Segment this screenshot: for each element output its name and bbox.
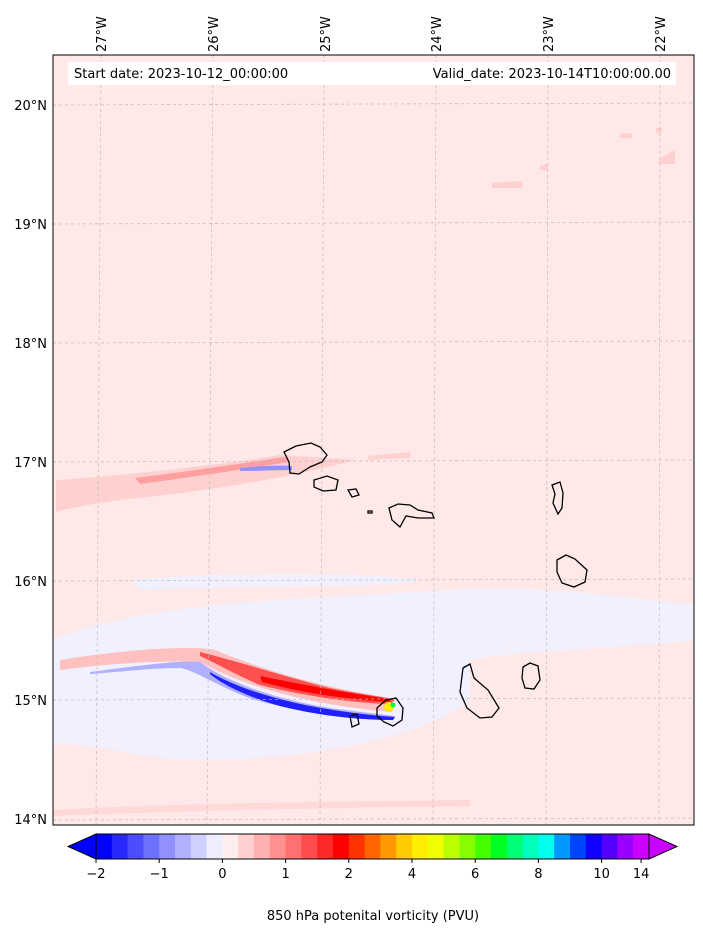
colorbar-cell (601, 834, 618, 859)
colorbar-cell (396, 834, 413, 859)
island-fogo (376, 697, 404, 727)
colorbar-cell (317, 834, 334, 859)
colorbar-tick-label: 2 (345, 867, 353, 882)
colorbar-cell (333, 834, 350, 859)
pv-streak (656, 128, 662, 133)
graticule (53, 55, 694, 825)
colorbar-cell (491, 834, 508, 859)
colorbar-min-extend (66, 833, 97, 860)
pv-positive-wake-north-core (135, 457, 290, 484)
pv-positive-wake-south-outer (60, 648, 392, 712)
lon-tick-label: 26°W (207, 16, 222, 52)
colorbar-tick-label: −2 (86, 867, 105, 882)
colorbar-cells (96, 834, 650, 859)
colorbar-cell (412, 834, 429, 859)
colorbar-cell (585, 834, 602, 859)
colorbar-cell (206, 834, 223, 859)
colorbar-cell (238, 834, 255, 859)
lat-tick-label: 18°N (14, 337, 47, 352)
island-santa-luzia (346, 488, 360, 498)
colorbar-title: 850 hPa potenital vorticity (PVU) (267, 909, 479, 924)
colorbar-cell (301, 834, 318, 859)
colorbar-cell (96, 834, 113, 859)
colorbar-frame (95, 833, 650, 860)
colorbar-cell (443, 834, 460, 859)
colorbar-cell (459, 834, 476, 859)
valid-date-label: Valid_date: 2023-10-14T10:00:00.00 (433, 67, 671, 82)
colorbar-tick-label: 8 (534, 867, 542, 882)
header-box (68, 62, 676, 85)
colorbar-cell (285, 834, 302, 859)
island-boa-vista (556, 554, 588, 588)
colorbar-cell (506, 834, 523, 859)
colorbar-tick-label: 14 (633, 867, 650, 882)
lon-tick-label: 23°W (542, 16, 557, 52)
colorbar-cell (159, 834, 176, 859)
lon-tick-label: 27°W (95, 16, 110, 52)
colorbar-cell (190, 834, 207, 859)
map-frame (52, 54, 695, 826)
pv-negative-wake-south-core (210, 672, 395, 720)
colorbar-cell (475, 834, 492, 859)
colorbar-tick-label: 0 (218, 867, 226, 882)
pv-streak (53, 800, 470, 816)
colorbar: −2 −1 0 1 2 4 6 8 10 14 850 hPa potenital vortici… (66, 833, 679, 924)
pv-weak-negative-band (130, 574, 420, 590)
colorbar-cell (175, 834, 192, 859)
lat-tick-label: 20°N (14, 99, 47, 114)
pv-positive-wake-south-max (260, 676, 390, 702)
pv-negative-wake-north (240, 465, 292, 471)
colorbar-cell (127, 834, 144, 859)
island-sao-vicente (313, 475, 339, 492)
lon-tick-label: 24°W (430, 16, 445, 52)
colorbar-tick-label: −1 (150, 867, 169, 882)
colorbar-cell (538, 834, 555, 859)
island-brava (349, 713, 360, 728)
island-sao-nicolau (388, 503, 435, 529)
pv-streak (492, 181, 522, 188)
colorbar-cell (269, 834, 286, 859)
colorbar-ticks: −2 −1 0 1 2 4 6 8 10 14 (86, 859, 649, 882)
colorbar-cell (570, 834, 587, 859)
colorbar-cell (554, 834, 571, 859)
colorbar-cell (111, 834, 128, 859)
colorbar-tick-label: 1 (281, 867, 289, 882)
island-maio (521, 662, 541, 690)
pv-streak (368, 452, 410, 460)
island-branco (367, 510, 373, 514)
start-date-label: Start date: 2023-10-12_00:00:00 (74, 67, 288, 82)
colorbar-cell (617, 834, 634, 859)
colorbar-max-extend (648, 833, 679, 860)
colorbar-cell (380, 834, 397, 859)
colorbar-cell (364, 834, 381, 859)
colorbar-tick-label: 10 (593, 867, 610, 882)
colorbar-cell (633, 834, 650, 859)
lat-tick-label: 15°N (14, 694, 47, 709)
pv-peak-island-core (390, 702, 396, 708)
lat-tick-label: 14°N (14, 813, 47, 828)
coastlines (283, 442, 588, 728)
lon-tick-label: 22°W (654, 16, 669, 52)
pv-weak-negative-area (53, 588, 694, 760)
colorbar-tick-label: 4 (408, 867, 416, 882)
lat-tick-label: 19°N (14, 218, 47, 233)
colorbar-tick-label: 6 (471, 867, 479, 882)
lon-tick-label: 25°W (319, 16, 334, 52)
lat-tick-label: 17°N (14, 456, 47, 471)
colorbar-cell (222, 834, 239, 859)
island-santo-antao (283, 442, 328, 475)
map-panel: Start date: 2023-10-12_00:00:00 Valid_da… (14, 16, 695, 828)
colorbar-cell (427, 834, 444, 859)
island-santiago (459, 663, 500, 719)
pv-streak (540, 164, 548, 170)
pv-streak (620, 133, 632, 138)
colorbar-cell (522, 834, 539, 859)
colorbar-cell (143, 834, 160, 859)
lat-tick-label: 16°N (14, 575, 47, 590)
island-sal (551, 481, 564, 516)
colorbar-cell (254, 834, 271, 859)
pv-streak (658, 150, 675, 164)
colorbar-cell (348, 834, 365, 859)
